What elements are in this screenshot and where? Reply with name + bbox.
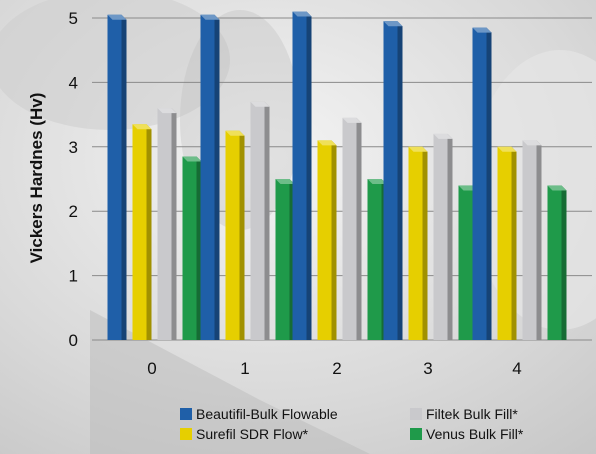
- x-tick-label: 3: [423, 359, 432, 378]
- bars: [107, 11, 567, 341]
- bar: [497, 146, 517, 340]
- x-tick-label: 0: [147, 359, 156, 378]
- bar: [182, 156, 202, 340]
- bar: [408, 146, 428, 340]
- bar: [132, 124, 152, 340]
- legend-label: Beautifil-Bulk Flowable: [196, 406, 338, 422]
- y-axis-label: Vickers Hardnes (Hv): [27, 93, 46, 264]
- legend-swatch: [180, 408, 192, 420]
- bar: [383, 21, 403, 340]
- x-tick-label: 2: [332, 359, 341, 378]
- bar: [433, 133, 453, 340]
- y-tick-label: 2: [69, 202, 78, 221]
- y-tick-label: 4: [69, 73, 78, 92]
- bar: [472, 27, 492, 340]
- bar: [292, 11, 312, 341]
- bar: [250, 101, 270, 340]
- bar: [107, 14, 127, 341]
- bar: [225, 130, 245, 340]
- legend-swatch: [410, 428, 422, 440]
- bar: [547, 185, 567, 340]
- legend: Beautifil-Bulk Flowable Filtek Bulk Fill*…: [180, 406, 524, 442]
- y-axis-ticks: 0 1 2 3 4 5: [69, 9, 78, 350]
- y-tick-label: 1: [69, 267, 78, 286]
- y-tick-label: 0: [69, 331, 78, 350]
- bar: [200, 14, 220, 341]
- bar: [522, 140, 542, 340]
- legend-swatch: [180, 428, 192, 440]
- y-tick-label: 3: [69, 138, 78, 157]
- legend-label: Surefil SDR Flow*: [196, 426, 309, 442]
- legend-item: Beautifil-Bulk Flowable: [180, 406, 338, 422]
- legend-item: Surefil SDR Flow*: [180, 426, 309, 442]
- bar: [275, 179, 295, 340]
- legend-item: Venus Bulk Fill*: [410, 426, 524, 442]
- x-tick-label: 1: [240, 359, 249, 378]
- bar: [342, 117, 362, 340]
- bar: [157, 108, 177, 340]
- legend-item: Filtek Bulk Fill*: [410, 406, 518, 422]
- y-tick-label: 5: [69, 9, 78, 28]
- x-axis-ticks: 0 1 2 3 4: [147, 359, 521, 378]
- legend-swatch: [410, 408, 422, 420]
- legend-label: Venus Bulk Fill*: [426, 426, 524, 442]
- legend-label: Filtek Bulk Fill*: [426, 406, 518, 422]
- x-tick-label: 4: [512, 359, 521, 378]
- bar: [317, 140, 337, 340]
